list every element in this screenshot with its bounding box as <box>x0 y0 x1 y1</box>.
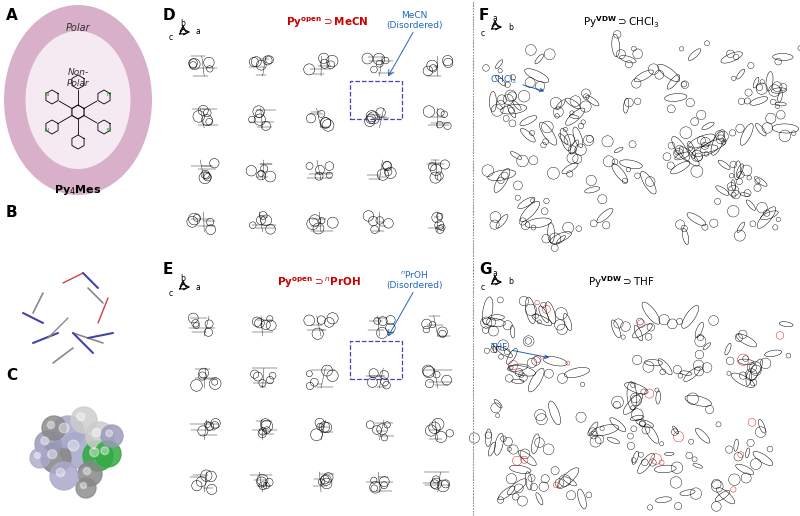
Text: Py$^{\mathbf{VDW}}$$\supset$CHCl$_3$: Py$^{\mathbf{VDW}}$$\supset$CHCl$_3$ <box>583 14 660 30</box>
Text: b: b <box>508 278 513 286</box>
Ellipse shape <box>26 31 130 169</box>
Text: a: a <box>196 282 201 292</box>
Text: a: a <box>196 27 201 37</box>
Text: c: c <box>481 28 485 38</box>
Circle shape <box>52 416 84 448</box>
Text: N: N <box>45 91 49 96</box>
Text: a: a <box>493 269 498 278</box>
Text: Polar: Polar <box>66 23 90 33</box>
Circle shape <box>86 422 114 450</box>
Text: N: N <box>107 91 111 96</box>
Circle shape <box>68 440 79 451</box>
Circle shape <box>83 441 113 471</box>
Text: Py$_4$Mes: Py$_4$Mes <box>54 183 102 197</box>
Circle shape <box>47 422 54 429</box>
Circle shape <box>81 482 86 489</box>
Circle shape <box>95 441 121 467</box>
Text: B: B <box>6 205 18 220</box>
Text: E: E <box>163 262 174 277</box>
Circle shape <box>35 431 61 457</box>
Text: Py$^{\mathbf{open}}$$\supset$MeCN: Py$^{\mathbf{open}}$$\supset$MeCN <box>286 15 369 30</box>
Text: Py$^{\mathbf{open}}$$\supset$$^n$PrOH: Py$^{\mathbf{open}}$$\supset$$^n$PrOH <box>277 276 362 290</box>
Circle shape <box>56 469 65 477</box>
Circle shape <box>78 462 102 486</box>
Circle shape <box>101 447 109 455</box>
Circle shape <box>106 430 113 437</box>
Text: CHCl$_3$: CHCl$_3$ <box>490 73 543 92</box>
Circle shape <box>90 448 98 457</box>
Text: b: b <box>181 19 186 28</box>
Circle shape <box>60 432 96 468</box>
Text: THF: THF <box>490 343 548 359</box>
Text: c: c <box>481 283 485 293</box>
Circle shape <box>50 462 78 490</box>
Text: MeCN
(Disordered): MeCN (Disordered) <box>386 11 442 30</box>
Text: c: c <box>169 34 173 42</box>
Text: C: C <box>6 368 17 383</box>
Text: $^n$PrOH
(Disordered): $^n$PrOH (Disordered) <box>386 269 442 290</box>
Text: Py$^{\mathbf{VDW}}$$\supset$THF: Py$^{\mathbf{VDW}}$$\supset$THF <box>588 274 655 290</box>
Text: N: N <box>45 127 49 133</box>
Circle shape <box>77 413 85 421</box>
Text: G: G <box>479 262 491 277</box>
Text: a: a <box>493 14 498 23</box>
Text: Non-
Polar: Non- Polar <box>66 68 90 88</box>
Ellipse shape <box>4 5 152 195</box>
Text: b: b <box>508 23 513 31</box>
Circle shape <box>76 478 96 498</box>
Circle shape <box>101 425 123 447</box>
Text: D: D <box>163 8 176 23</box>
Circle shape <box>92 428 101 437</box>
Circle shape <box>71 407 97 433</box>
Text: c: c <box>169 288 173 298</box>
Circle shape <box>30 448 50 468</box>
Circle shape <box>83 467 90 475</box>
Circle shape <box>42 416 66 440</box>
Circle shape <box>48 450 57 459</box>
Circle shape <box>41 437 49 445</box>
Circle shape <box>34 453 41 459</box>
Text: b: b <box>181 274 186 283</box>
Circle shape <box>59 423 69 433</box>
Circle shape <box>41 443 71 473</box>
Text: N: N <box>107 127 111 133</box>
Text: F: F <box>479 8 490 23</box>
Text: A: A <box>6 8 18 23</box>
